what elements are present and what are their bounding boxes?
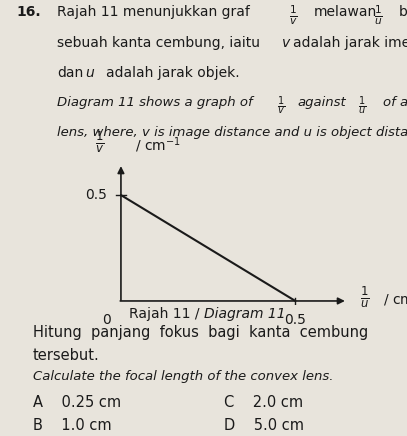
Text: bagi: bagi bbox=[399, 5, 407, 19]
Text: $v$: $v$ bbox=[281, 37, 291, 51]
Text: Hitung  panjang  fokus  bagi  kanta  cembung: Hitung panjang fokus bagi kanta cembung bbox=[33, 325, 368, 340]
Text: / cm$^{-1}$: / cm$^{-1}$ bbox=[135, 135, 181, 155]
Text: $\frac{1}{v}$: $\frac{1}{v}$ bbox=[95, 129, 105, 155]
Text: dan: dan bbox=[57, 66, 83, 80]
Text: Diagram 11: Diagram 11 bbox=[204, 307, 285, 321]
Text: tersebut.: tersebut. bbox=[33, 347, 99, 363]
Text: melawan: melawan bbox=[313, 5, 376, 19]
Text: B    1.0 cm: B 1.0 cm bbox=[33, 418, 111, 433]
Text: 0: 0 bbox=[103, 313, 112, 327]
Text: / cm$^{-1}$: / cm$^{-1}$ bbox=[383, 289, 407, 309]
Text: $\frac{1}{v}$: $\frac{1}{v}$ bbox=[277, 95, 285, 117]
Text: $u$: $u$ bbox=[85, 66, 96, 80]
Text: 0.5: 0.5 bbox=[85, 188, 107, 202]
Text: A    0.25 cm: A 0.25 cm bbox=[33, 395, 121, 410]
Text: $\frac{1}{u}$: $\frac{1}{u}$ bbox=[374, 3, 383, 27]
Text: Diagram 11 shows a graph of: Diagram 11 shows a graph of bbox=[57, 96, 253, 109]
Text: C    2.0 cm: C 2.0 cm bbox=[224, 395, 303, 410]
Text: Rajah 11 /: Rajah 11 / bbox=[129, 307, 204, 321]
Text: 16.: 16. bbox=[16, 5, 41, 19]
Text: 0.5: 0.5 bbox=[284, 313, 306, 327]
Text: against: against bbox=[297, 96, 346, 109]
Text: sebuah kanta cembung, iaitu: sebuah kanta cembung, iaitu bbox=[57, 37, 260, 51]
Text: Calculate the focal length of the convex lens.: Calculate the focal length of the convex… bbox=[33, 370, 333, 383]
Text: lens, where, v is image distance and u is object distance.: lens, where, v is image distance and u i… bbox=[57, 126, 407, 139]
Text: adalah jarak imej: adalah jarak imej bbox=[293, 37, 407, 51]
Text: Rajah 11 menunjukkan graf: Rajah 11 menunjukkan graf bbox=[57, 5, 250, 19]
Text: $\frac{1}{v}$: $\frac{1}{v}$ bbox=[289, 3, 298, 27]
Text: $\frac{1}{u}$: $\frac{1}{u}$ bbox=[358, 95, 366, 117]
Text: $\frac{1}{u}$: $\frac{1}{u}$ bbox=[360, 285, 369, 310]
Text: of a convex: of a convex bbox=[383, 96, 407, 109]
Text: D    5.0 cm: D 5.0 cm bbox=[224, 418, 304, 433]
Text: adalah jarak objek.: adalah jarak objek. bbox=[106, 66, 239, 80]
